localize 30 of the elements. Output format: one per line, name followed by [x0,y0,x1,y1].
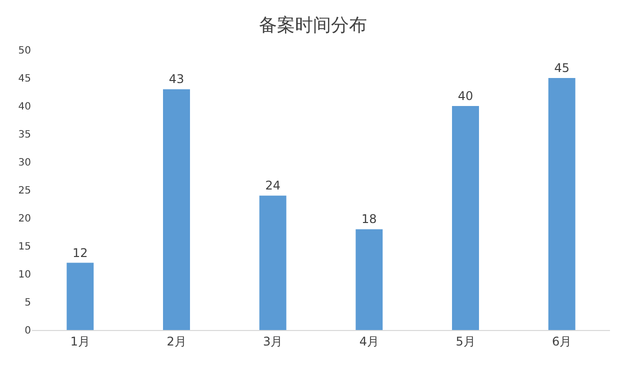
data-label: 18 [362,212,377,226]
bar [452,106,479,330]
y-tick-label: 15 [18,242,31,252]
x-tick-label: 6月 [552,334,572,348]
y-tick-label: 0 [24,326,31,336]
x-tick-label: 1月 [70,334,90,348]
data-label: 40 [458,89,474,103]
bar [356,229,383,330]
bar [259,196,286,330]
y-tick-label: 45 [18,74,31,84]
y-tick-label: 30 [18,158,31,168]
x-tick-label: 2月 [166,334,186,348]
x-tick-label: 5月 [456,334,476,348]
y-tick-label: 50 [18,46,31,56]
y-tick-label: 25 [18,186,31,196]
y-tick-label: 10 [18,270,31,280]
chart-title: 备案时间分布 [259,14,367,36]
y-tick-label: 40 [18,102,31,112]
data-label: 45 [554,61,570,75]
data-label: 43 [168,72,184,86]
bar [66,262,94,330]
y-tick-label: 20 [18,214,31,224]
x-tick-label: 4月 [359,334,379,348]
y-tick-label: 5 [24,298,31,308]
data-label: 12 [72,246,88,260]
x-tick-label: 3月 [263,334,283,348]
bar [548,78,576,330]
bar [163,89,190,330]
data-label: 24 [265,178,280,193]
y-tick-label: 35 [18,130,31,140]
